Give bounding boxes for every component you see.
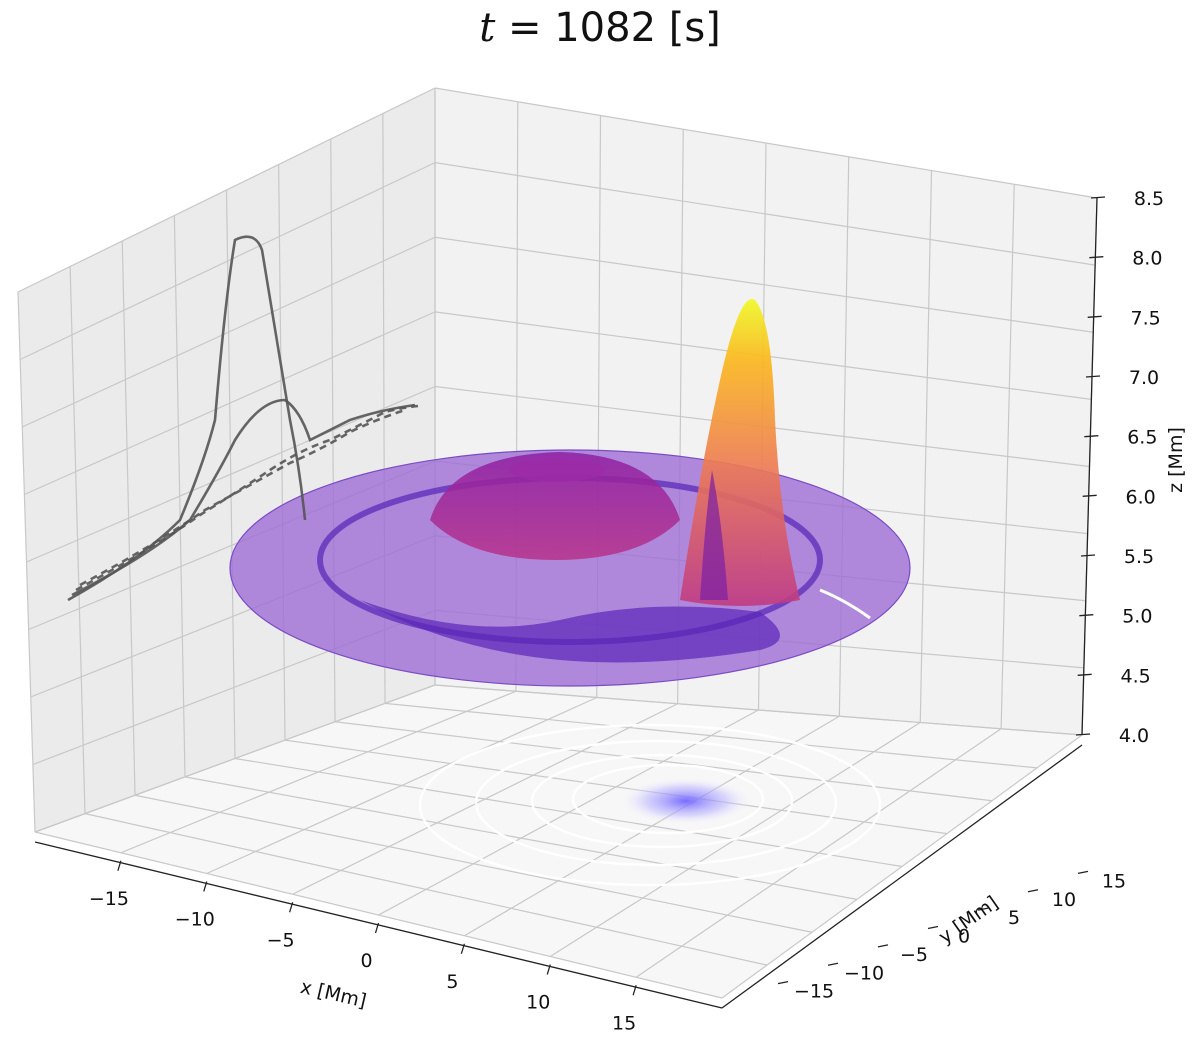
left-grid-horizontal (24, 311, 436, 496)
back-grid-horizontal (434, 162, 1096, 266)
floor-grid-y (234, 757, 903, 868)
z-tick-mark (1087, 315, 1102, 318)
x-tick-label: −15 (89, 888, 129, 910)
x-tick-mark (546, 964, 551, 975)
y-tick-label: −15 (794, 981, 834, 1003)
floor-grid-y (284, 739, 948, 835)
side-profiles (67, 235, 419, 602)
left-grid-horizontal (17, 87, 436, 293)
y-tick-mark (1027, 889, 1039, 893)
x-tick-mark (117, 860, 122, 871)
side-profile-line (75, 404, 419, 592)
surface-contour-edge (819, 588, 871, 620)
z-tick-label: 5.5 (1124, 546, 1154, 568)
title-unit: [s] (668, 5, 721, 51)
z-tick-mark (1075, 733, 1091, 736)
x-tick-mark (289, 902, 294, 913)
x-tick-label: −10 (175, 909, 215, 931)
y-tick-mark (877, 944, 889, 948)
x-tick-label: 15 (612, 1012, 636, 1034)
y-tick-label: 5 (1008, 907, 1020, 929)
z-tick-label: 4.0 (1119, 725, 1149, 747)
floor-pane (35, 685, 1082, 998)
title-value: 1082 (554, 5, 657, 51)
z-tick-mark (1080, 554, 1096, 557)
x-tick-mark (203, 881, 208, 892)
z-tick-mark (1090, 196, 1106, 199)
y-tick-label: −10 (844, 962, 884, 984)
z-tick-label: 6.0 (1126, 486, 1156, 508)
floor-contour (571, 763, 765, 835)
chart-title: t = 1082 [s] (0, 0, 1200, 56)
floor-contour (530, 753, 794, 849)
x-tick-label: 10 (526, 992, 550, 1014)
floor-grid-x (635, 728, 1002, 978)
y-tick-mark (927, 925, 939, 930)
surface-peak-valley (700, 470, 728, 600)
surface-front-trough (360, 600, 780, 663)
floor-contour (474, 739, 838, 867)
floor-grid-x (721, 734, 1083, 999)
title-equals: = (495, 5, 555, 51)
y-tick-mark (977, 907, 989, 911)
floor-center-spot (618, 777, 754, 825)
floor-grid-y (334, 721, 993, 802)
x-tick-label: 5 (446, 971, 458, 993)
back-grid-horizontal (434, 87, 1098, 199)
x-tick-mark (460, 943, 465, 954)
z-tick-label: 8.5 (1134, 188, 1164, 210)
x-tick-mark (374, 922, 380, 934)
z-tick-label: 8.0 (1132, 248, 1162, 270)
left-grid-horizontal (19, 162, 436, 361)
surface-plot (229, 299, 911, 687)
x-tick-label: 0 (360, 950, 372, 972)
y-tick-label: −5 (900, 944, 928, 966)
back-grid-horizontal (434, 236, 1094, 333)
left-grid-horizontal (21, 236, 436, 428)
z-axis-line (1081, 197, 1098, 736)
z-tick-mark (1077, 673, 1092, 676)
floor-grid-y (384, 702, 1038, 769)
z-tick-label: 5.0 (1122, 606, 1152, 628)
y-tick-mark (1077, 870, 1089, 875)
z-tick-mark (1084, 435, 1099, 438)
y-tick-label: 0 (958, 926, 970, 948)
z-axis-label: z [Mm] (1165, 427, 1187, 493)
z-tick-label: 7.5 (1131, 307, 1161, 329)
x-axis-label: x [Mm] (298, 976, 368, 1013)
x-tick-label: −5 (267, 929, 295, 951)
z-tick-mark (1079, 614, 1094, 617)
back-grid-horizontal (434, 684, 1083, 736)
z-tick-label: 6.5 (1127, 427, 1157, 449)
surface-dome (430, 452, 680, 560)
x-tick-mark (632, 985, 637, 996)
z-tick-mark (1085, 375, 1101, 378)
y-tick-label: 10 (1052, 889, 1076, 911)
left-grid-horizontal (34, 684, 436, 833)
side-profile-line (71, 398, 416, 597)
z-tick-label: 7.0 (1129, 367, 1159, 389)
z-tick-label: 4.5 (1121, 665, 1151, 687)
side-profile-line (67, 235, 307, 602)
y-tick-label: 15 (1102, 870, 1126, 892)
y-axis-line (721, 744, 1083, 1009)
z-tick-mark (1089, 256, 1104, 259)
floor-grid-x (464, 715, 840, 937)
side-profile-line (79, 408, 406, 587)
y-tick-mark (827, 962, 839, 966)
floor-contour (418, 723, 882, 887)
floor-contours (418, 723, 882, 887)
axis-ticks: −15 −10 −5 0 5 10 15 −15 −10 −5 0 5 10 15 4.0 4.5 5.0 5.5… (89, 188, 1164, 1034)
y-tick-mark (777, 980, 789, 985)
z-tick-mark (1082, 494, 1097, 497)
surface-dome-cap (509, 458, 605, 482)
title-variable: t (479, 5, 496, 51)
